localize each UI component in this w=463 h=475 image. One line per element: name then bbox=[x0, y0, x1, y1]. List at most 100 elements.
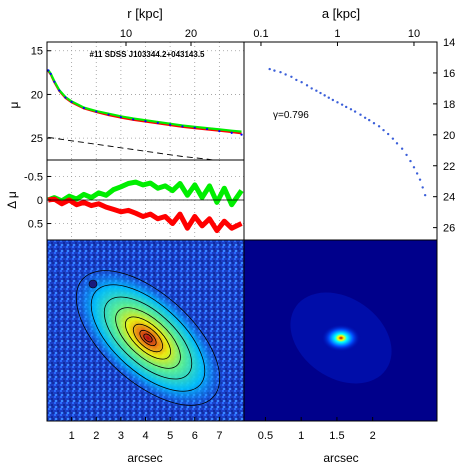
gamma-point bbox=[418, 178, 422, 181]
profile-disk-line bbox=[48, 136, 242, 165]
profile-point bbox=[49, 72, 52, 76]
gamma-top-axis-label: a [kpc] bbox=[322, 6, 360, 21]
profile-point bbox=[58, 89, 61, 92]
gamma-top-tick-label: 10 bbox=[408, 28, 420, 40]
gamma-point bbox=[423, 193, 427, 197]
gamma-point bbox=[395, 142, 399, 145]
profile-title: #11 SDSS J103344.2+043143.5 bbox=[90, 50, 206, 59]
psf-xlabel: arcsec bbox=[323, 451, 358, 465]
gamma-point bbox=[273, 69, 276, 72]
gamma-point bbox=[284, 73, 287, 76]
galaxy-contour bbox=[103, 296, 193, 380]
gamma-ytick-label: 26 bbox=[443, 223, 455, 235]
profile-point bbox=[107, 113, 110, 116]
gamma-point bbox=[290, 75, 293, 79]
gamma-point bbox=[315, 89, 318, 92]
gamma-point bbox=[377, 125, 381, 128]
galaxy-xlabel: arcsec bbox=[127, 451, 162, 465]
profile-point bbox=[240, 133, 243, 136]
galaxy-contour bbox=[139, 329, 157, 347]
profile-point bbox=[144, 120, 147, 123]
gamma-point bbox=[353, 110, 357, 113]
profile-model-line bbox=[47, 69, 242, 133]
residual-ytick-label: 0.5 bbox=[28, 219, 43, 231]
gamma-point bbox=[300, 81, 303, 84]
gamma-ytick-label: 22 bbox=[443, 161, 455, 173]
gamma-point bbox=[386, 132, 390, 136]
galaxy-xtick-label: 5 bbox=[167, 430, 173, 442]
galaxy-halo bbox=[70, 265, 226, 411]
gamma-point bbox=[336, 101, 339, 104]
profile-point bbox=[218, 130, 221, 133]
profile-point bbox=[132, 118, 135, 121]
galaxy-xtick-label: 6 bbox=[192, 430, 198, 442]
gamma-point bbox=[268, 67, 271, 71]
profile-point bbox=[169, 123, 172, 126]
gamma-point bbox=[295, 78, 298, 82]
gamma-ytick-label: 24 bbox=[443, 192, 455, 204]
profile-point bbox=[119, 116, 122, 119]
residual-line bbox=[47, 196, 243, 234]
gamma-point bbox=[372, 122, 376, 125]
residual-ylabel: Δ μ bbox=[5, 191, 19, 209]
profile-top-tick-label: 20 bbox=[185, 28, 197, 40]
psf-xtick-label: 0.5 bbox=[258, 430, 273, 442]
galaxy-contour bbox=[143, 333, 153, 343]
gamma-point bbox=[344, 105, 348, 109]
psf-xtick-label: 2 bbox=[370, 430, 376, 442]
gamma-annotation: γ=0.796 bbox=[273, 110, 309, 121]
gamma-point bbox=[319, 91, 322, 95]
profile-ytick-label: 15 bbox=[31, 46, 43, 58]
profile-ylabel: μ bbox=[7, 101, 21, 108]
gamma-point bbox=[340, 103, 344, 106]
psf-panel-frame bbox=[243, 239, 438, 422]
galaxy-xtick-label: 7 bbox=[216, 430, 222, 442]
profile-point bbox=[47, 69, 50, 72]
galaxy-contour bbox=[115, 307, 181, 369]
residual-ytick-label: -0.5 bbox=[24, 171, 43, 183]
profile-panel-bg bbox=[47, 42, 244, 160]
gamma-point bbox=[415, 172, 419, 175]
gamma-ytick-label: 20 bbox=[443, 130, 455, 142]
gamma-panel-bg bbox=[244, 42, 437, 240]
gamma-ytick-label: 14 bbox=[443, 37, 455, 49]
galaxy-xtick-label: 2 bbox=[93, 430, 99, 442]
profile-ytick-label: 20 bbox=[31, 89, 43, 101]
gamma-point bbox=[327, 96, 330, 99]
psf-core bbox=[321, 324, 361, 352]
gamma-point bbox=[349, 108, 353, 111]
gamma-point bbox=[412, 166, 416, 169]
gamma-point bbox=[382, 128, 385, 132]
residual-line bbox=[47, 179, 244, 208]
galaxy-star bbox=[88, 279, 98, 289]
gamma-top-tick-label: 0.1 bbox=[253, 28, 268, 40]
galaxy-xtick-label: 3 bbox=[118, 430, 124, 442]
profile-point bbox=[193, 126, 196, 129]
profile-top-tick-label: 10 bbox=[120, 28, 132, 40]
gamma-point bbox=[331, 98, 335, 102]
profile-point bbox=[181, 125, 184, 128]
gamma-point bbox=[421, 186, 424, 189]
profile-top-axis-label: r [kpc] bbox=[127, 6, 162, 21]
profile-point bbox=[70, 100, 73, 103]
profile-point bbox=[82, 106, 86, 110]
profile-ytick-label: 25 bbox=[31, 133, 43, 145]
profile-point bbox=[230, 131, 233, 135]
galaxy-contour bbox=[125, 316, 171, 360]
gamma-point bbox=[409, 159, 412, 163]
psf-xtick-label: 1 bbox=[298, 430, 304, 442]
galaxy-xtick-label: 4 bbox=[142, 430, 148, 442]
profile-point bbox=[95, 110, 98, 113]
profile-point bbox=[205, 127, 209, 131]
residual-ytick-label: 0 bbox=[37, 195, 43, 207]
gamma-point bbox=[279, 70, 282, 74]
gamma-point bbox=[405, 153, 408, 157]
gamma-point bbox=[359, 113, 362, 116]
gamma-top-tick-label: 1 bbox=[334, 28, 340, 40]
galaxy-image bbox=[47, 240, 244, 421]
profile-point bbox=[64, 96, 67, 99]
gamma-ytick-label: 18 bbox=[443, 99, 455, 111]
profile-point bbox=[156, 121, 159, 124]
gamma-ytick-label: 16 bbox=[443, 68, 455, 80]
